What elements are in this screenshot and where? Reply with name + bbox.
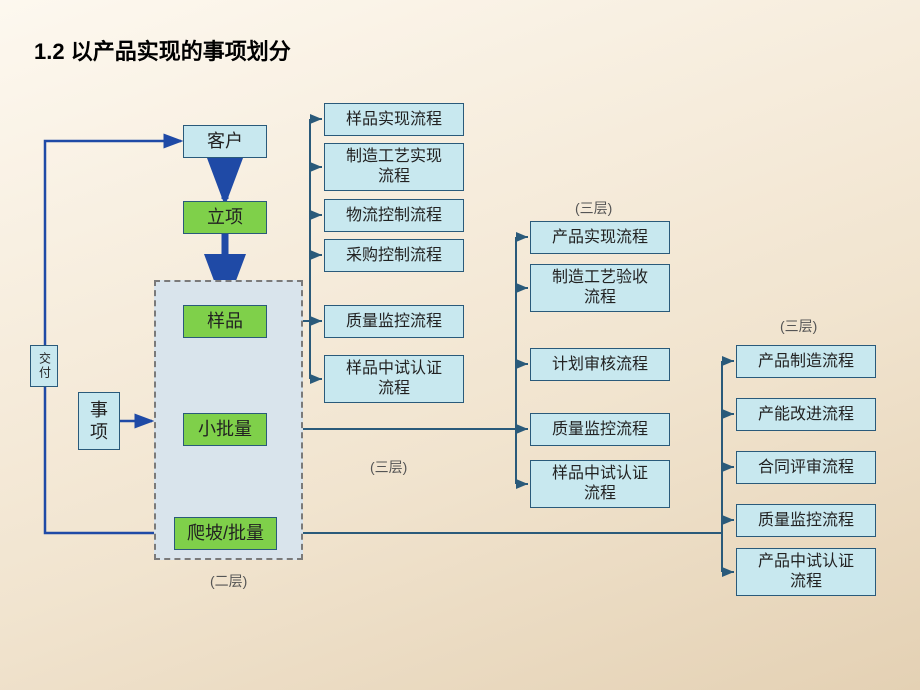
node-ramp: 爬坡/批量 [174,517,277,550]
node-c3a_3: 计划审核流程 [530,348,670,381]
annotation-layer3b: (三层) [575,198,612,218]
node-c3a_5: 样品中试认证 流程 [530,460,670,508]
node-c3b_1: 产品制造流程 [736,345,876,378]
node-c2_3: 物流控制流程 [324,199,464,232]
node-establish: 立项 [183,201,267,234]
node-c3b_4: 质量监控流程 [736,504,876,537]
node-c3b_3: 合同评审流程 [736,451,876,484]
node-c2_1: 样品实现流程 [324,103,464,136]
node-c3a_1: 产品实现流程 [530,221,670,254]
annotation-layer3a: (三层) [370,457,407,477]
node-customer: 客户 [183,125,267,158]
node-deliver: 交付 [30,345,58,387]
annotation-layer2: (二层) [210,571,247,591]
node-c2_5: 质量监控流程 [324,305,464,338]
node-c3b_2: 产能改进流程 [736,398,876,431]
node-matter: 事 项 [78,392,120,450]
node-smallbatch: 小批量 [183,413,267,446]
node-c2_2: 制造工艺实现 流程 [324,143,464,191]
node-sample: 样品 [183,305,267,338]
section-title: 1.2 以产品实现的事项划分 [34,34,291,66]
node-c2_4: 采购控制流程 [324,239,464,272]
node-c3a_4: 质量监控流程 [530,413,670,446]
node-c2_6: 样品中试认证 流程 [324,355,464,403]
annotation-layer3c: (三层) [780,316,817,336]
node-c3a_2: 制造工艺验收 流程 [530,264,670,312]
node-c3b_5: 产品中试认证 流程 [736,548,876,596]
